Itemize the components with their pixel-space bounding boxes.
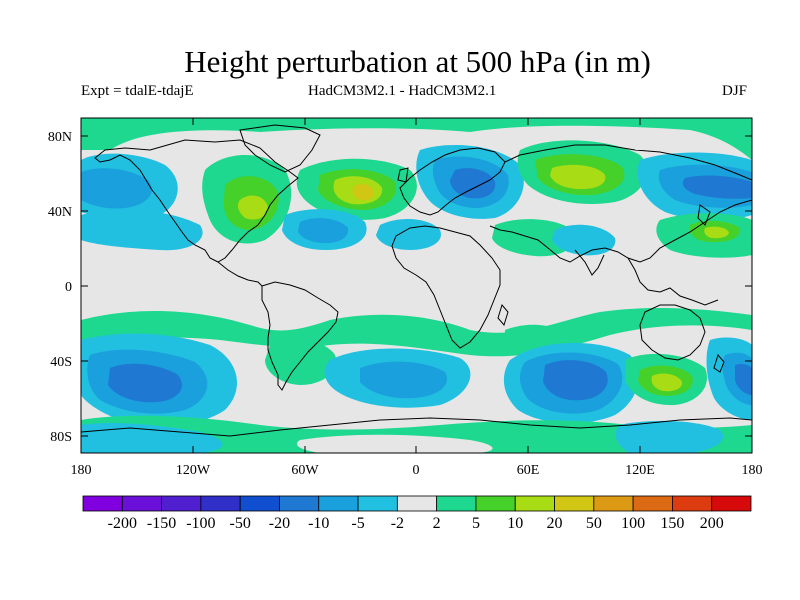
colorbar-swatch-6 bbox=[318, 495, 359, 512]
colorbar-label-5: -10 bbox=[308, 515, 329, 532]
colorbar-swatch-16 bbox=[711, 495, 752, 512]
colorbar-label-12: 50 bbox=[586, 515, 602, 532]
coast-uk bbox=[397, 167, 409, 183]
colorbar-swatch-15 bbox=[672, 495, 713, 512]
height-field bbox=[81, 118, 752, 453]
colorbar-label-15: 200 bbox=[700, 515, 724, 532]
field-blob-arabia-neg bbox=[552, 224, 616, 256]
field-blob-pacific-cyan-band bbox=[81, 209, 203, 251]
coast-africa bbox=[391, 225, 501, 349]
colorbar-label-7: -2 bbox=[391, 515, 404, 532]
lon-label-120e: 120E bbox=[625, 463, 655, 478]
lon-label-60w: 60W bbox=[291, 463, 319, 478]
field-blob-sh-southamerica-pos bbox=[265, 339, 336, 385]
colorbar-swatch-11 bbox=[514, 495, 555, 512]
colorbar-swatch-13 bbox=[593, 495, 634, 512]
colorbar-swatch-5 bbox=[279, 495, 320, 512]
field-blob-europe-neg-peak bbox=[450, 168, 496, 199]
field-blob-sh-pacific-core bbox=[108, 363, 182, 403]
coastlines bbox=[81, 124, 752, 437]
field-blob-antarctic-green bbox=[81, 415, 752, 453]
colorbar-swatch-7 bbox=[357, 495, 398, 512]
colorbar-label-3: -50 bbox=[230, 515, 251, 532]
lat-label-80s: 80S bbox=[50, 430, 72, 445]
colorbar-label-11: 20 bbox=[547, 515, 563, 532]
model-label: HadCM3M2.1 - HadCM3M2.1 bbox=[308, 83, 497, 99]
colorbar-label-14: 150 bbox=[660, 515, 684, 532]
colorbar-swatch-12 bbox=[554, 495, 595, 512]
colorbar-label-2: -100 bbox=[186, 515, 215, 532]
field-blob-na-pos-peak bbox=[237, 195, 268, 220]
colorbar-swatch-0 bbox=[82, 495, 123, 512]
coast-india bbox=[574, 249, 605, 276]
coast-greenland bbox=[239, 124, 321, 173]
field-blob-wpacific-pos-peak bbox=[704, 226, 729, 239]
coast-australia bbox=[639, 304, 706, 361]
coast-central-america bbox=[217, 261, 263, 287]
field-blob-sh-east-core bbox=[735, 363, 752, 395]
lat-label-40s: 40S bbox=[50, 355, 72, 370]
coast-antarctica bbox=[81, 417, 752, 437]
season-label: DJF bbox=[722, 83, 748, 99]
lon-label-0: 0 bbox=[413, 463, 420, 478]
field-blob-north-africa-neg bbox=[376, 218, 441, 250]
field-blob-siberia-pos-peak bbox=[550, 164, 606, 190]
colorbar-swatch-9 bbox=[436, 495, 477, 512]
colorbar-swatch-1 bbox=[121, 495, 162, 512]
coast-japan bbox=[697, 204, 711, 226]
colorbar-label-9: 5 bbox=[472, 515, 480, 532]
lon-label-60e: 60E bbox=[517, 463, 540, 478]
coast-europe bbox=[399, 147, 506, 216]
colorbar-swatch-2 bbox=[161, 495, 202, 512]
field-blob-nw-pacific-core bbox=[81, 168, 152, 209]
lat-label-80n: 80N bbox=[48, 130, 72, 145]
colorbar-label-1: -150 bbox=[147, 515, 176, 532]
coast-south-america bbox=[261, 281, 339, 391]
coast-madagascar bbox=[497, 303, 509, 327]
lat-label-0: 0 bbox=[65, 280, 72, 295]
coast-asia bbox=[489, 144, 752, 263]
colorbar-swatch-8 bbox=[396, 495, 438, 512]
colorbar-swatch-3 bbox=[200, 495, 241, 512]
field-blob-antarctic-cyan bbox=[81, 422, 223, 453]
field-blob-sh-indian-core bbox=[543, 360, 608, 401]
field-blob-sh-band-green bbox=[81, 308, 752, 357]
coast-southeast-asia bbox=[627, 257, 719, 306]
lon-label-180e: 180 bbox=[742, 463, 763, 478]
colorbar-label-13: 100 bbox=[621, 515, 645, 532]
colorbar-swatch-4 bbox=[239, 495, 280, 512]
colorbar-label-0: -200 bbox=[108, 515, 137, 532]
lon-label-120w: 120W bbox=[176, 463, 211, 478]
field-blob-npacific-neg-peak bbox=[682, 175, 752, 199]
field-blob-antarctic-grey bbox=[296, 434, 493, 453]
field-blob-mideast-pos bbox=[492, 219, 576, 257]
colorbar-label-4: -20 bbox=[269, 515, 290, 532]
field-blob-antarctic-cyan-2 bbox=[615, 420, 724, 453]
map-title: Height perturbation at 500 hPa (in m) bbox=[184, 44, 651, 79]
coast-north-america bbox=[94, 139, 299, 263]
colorbar-swatch-14 bbox=[632, 495, 673, 512]
lat-label-40n: 40N bbox=[48, 205, 72, 220]
lon-axis bbox=[192, 118, 641, 453]
field-blob-atlantic-sub-neg-core bbox=[298, 218, 349, 244]
experiment-label: Expt = tdalE-tdajE bbox=[81, 83, 194, 99]
colorbar-label-8: 2 bbox=[433, 515, 441, 532]
lat-axis bbox=[81, 135, 752, 437]
field-blob-sh-atlantic-blue bbox=[360, 361, 447, 399]
coast-new-zealand bbox=[713, 353, 725, 373]
colorbar-label-6: -5 bbox=[351, 515, 364, 532]
colorbar: -200 -150 -100 -50 -20 -10 -5 -2 2 5 10 20 50 100 150 2… bbox=[82, 495, 752, 532]
lon-label-180w: 180 bbox=[71, 463, 92, 478]
colorbar-label-10: 10 bbox=[507, 515, 523, 532]
field-blob-atlantic-peak bbox=[352, 184, 374, 201]
field-blob-sh-australia-pos-peak bbox=[651, 373, 683, 392]
colorbar-swatch-10 bbox=[475, 495, 516, 512]
